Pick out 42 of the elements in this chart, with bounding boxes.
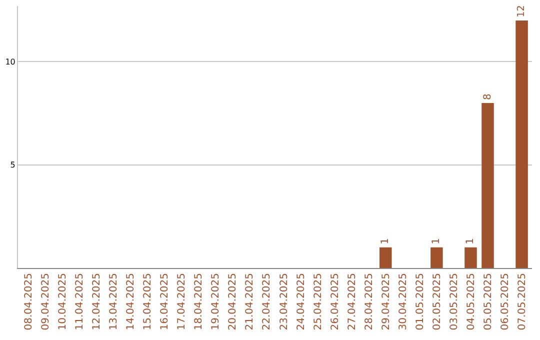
x-tick-label: 06.05.2025: [500, 273, 512, 330]
x-tick-label: 24.04.2025: [296, 273, 307, 330]
data-label: 12: [516, 5, 528, 18]
x-tick-label: 29.04.2025: [380, 273, 392, 330]
x-tick-label: 23.04.2025: [278, 273, 290, 330]
x-tick-label: 13.04.2025: [108, 273, 120, 330]
data-label: 1: [465, 238, 476, 244]
x-tick-label: 03.05.2025: [448, 273, 460, 330]
y-tick-label: 10: [5, 58, 16, 66]
x-tick-label: 02.05.2025: [432, 273, 443, 330]
x-tick-label: 30.04.2025: [398, 273, 409, 330]
x-tick-label: 22.04.2025: [262, 273, 273, 330]
bar: [464, 247, 477, 268]
data-label: 1: [431, 238, 442, 244]
x-tick-label: 15.04.2025: [142, 273, 154, 330]
x-tick-label: 08.04.2025: [23, 273, 34, 330]
data-label: 1: [380, 238, 392, 244]
y-tick-label: 5: [10, 160, 16, 170]
x-tick-label: 20.04.2025: [228, 273, 239, 330]
x-tick-label: 21.04.2025: [244, 273, 256, 330]
x-tick-label: 26.04.2025: [330, 273, 341, 330]
bar: [430, 247, 443, 268]
x-tick-label: 07.05.2025: [517, 273, 528, 330]
x-tick-label: 14.04.2025: [126, 273, 137, 330]
data-label: 8: [482, 94, 494, 100]
x-tick-label: 17.04.2025: [176, 273, 188, 330]
x-tick-label: 11.04.2025: [74, 273, 86, 330]
x-tick-label: 05.05.2025: [483, 273, 494, 330]
x-tick-label: 12.04.2025: [92, 273, 103, 330]
x-tick-label: 27.04.2025: [346, 273, 358, 330]
x-tick-label: 18.04.2025: [194, 273, 205, 330]
bar: [380, 247, 392, 268]
x-tick-label: 09.04.2025: [40, 273, 52, 330]
bar: [482, 102, 494, 268]
x-tick-label: 04.05.2025: [466, 273, 477, 330]
x-tick-label: 10.04.2025: [58, 273, 68, 330]
x-tick-label: 16.04.2025: [160, 273, 171, 330]
x-tick-label: 25.04.2025: [312, 273, 324, 330]
x-tick-label: 01.05.2025: [414, 273, 426, 330]
x-tick-label: 28.04.2025: [364, 273, 375, 330]
x-tick-label: 19.04.2025: [210, 273, 222, 330]
bar: [516, 20, 528, 268]
